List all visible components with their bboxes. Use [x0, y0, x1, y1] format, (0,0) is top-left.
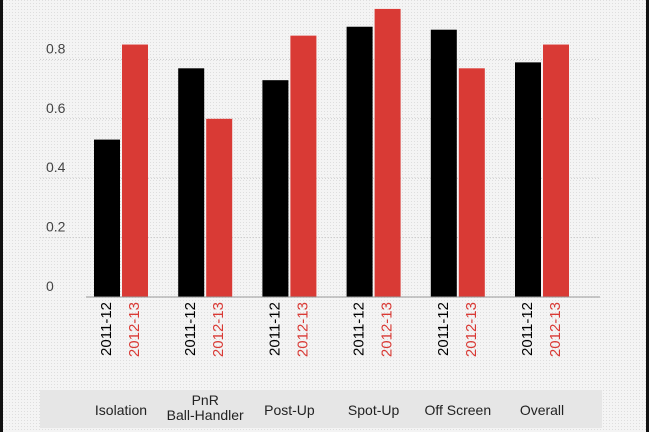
category-label: Isolation: [95, 402, 147, 418]
y-tick-label: 0.2: [46, 219, 66, 235]
bar-2011-12: [94, 139, 120, 297]
category-label: Post-Up: [264, 402, 315, 418]
bar-2011-12: [262, 80, 289, 297]
y-tick-label: 0.8: [46, 40, 66, 56]
series-label: 2011-12: [351, 302, 368, 356]
bar-2011-12: [178, 68, 205, 297]
category-label: Off Screen: [424, 402, 491, 418]
right-frame: [646, 0, 649, 432]
series-label: 2011-12: [519, 302, 536, 356]
bar-2011-12: [430, 29, 457, 297]
series-label: 2012-13: [126, 302, 143, 357]
category-label: PnR: [192, 392, 219, 408]
bar-2011-12: [515, 62, 541, 298]
y-tick-label: 0: [46, 278, 54, 294]
bar-2012-13: [458, 68, 485, 297]
y-tick-label: 0.6: [46, 100, 66, 116]
bar-2012-13: [543, 44, 569, 297]
bar-2012-13: [290, 35, 317, 297]
series-label: 2012-13: [379, 302, 396, 357]
bar-2011-12: [346, 26, 373, 297]
left-frame: [0, 0, 3, 432]
category-label: Overall: [520, 402, 564, 418]
series-label: 2011-12: [266, 302, 283, 356]
category-label: Spot-Up: [348, 402, 400, 418]
series-label: 2011-12: [182, 302, 199, 356]
series-label: 2012-13: [294, 302, 311, 357]
category-label: Ball-Handler: [167, 407, 244, 423]
bar-2012-13: [206, 118, 233, 297]
series-label: 2011-12: [435, 302, 452, 356]
y-tick-label: 0.4: [46, 159, 66, 175]
series-label: 2011-12: [98, 302, 115, 356]
bar-2012-13: [374, 8, 401, 297]
bar-2012-13: [122, 44, 148, 297]
series-label: 2012-13: [547, 302, 564, 357]
category-label-band: [40, 390, 602, 428]
series-label: 2012-13: [210, 302, 227, 357]
series-label: 2012-13: [463, 302, 480, 357]
